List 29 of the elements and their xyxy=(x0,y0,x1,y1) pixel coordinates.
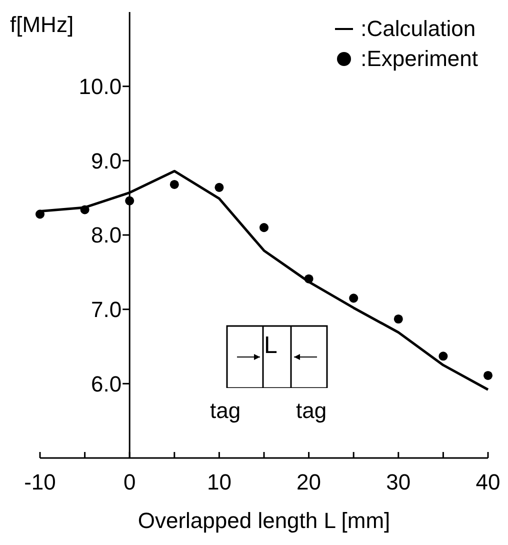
y-tick-label: 9.0 xyxy=(91,148,122,174)
x-tick-label: 40 xyxy=(476,470,500,495)
x-tick-label: 20 xyxy=(296,470,322,495)
legend-label: :Experiment xyxy=(360,45,478,73)
point xyxy=(483,370,493,380)
point xyxy=(80,205,90,214)
point xyxy=(438,352,448,361)
y-axis-title: f[MHz] xyxy=(10,12,74,38)
point xyxy=(394,314,403,324)
legend-label: :Calculation xyxy=(360,15,476,43)
annotation: tag xyxy=(296,398,327,424)
point xyxy=(304,274,314,284)
annotation: L xyxy=(264,332,278,360)
x-tick-label: 0 xyxy=(123,470,136,495)
x-tick-label: 10 xyxy=(206,470,232,495)
point xyxy=(170,180,179,189)
point xyxy=(125,196,134,206)
y-tick-label: 6.0 xyxy=(91,371,122,396)
point xyxy=(349,294,358,303)
x-tick-label: -10 xyxy=(24,470,56,495)
annotation: tag xyxy=(210,398,241,424)
y-tick-label: 7.0 xyxy=(91,297,122,322)
x-axis-title: Overlapped length L [mm] xyxy=(138,508,390,533)
y-tick-label: 10.0 xyxy=(78,74,122,100)
point xyxy=(214,182,224,192)
x-tick-label: 30 xyxy=(386,470,411,495)
point xyxy=(259,223,269,232)
y-tick-label: 8.0 xyxy=(91,222,122,248)
point xyxy=(35,210,45,219)
